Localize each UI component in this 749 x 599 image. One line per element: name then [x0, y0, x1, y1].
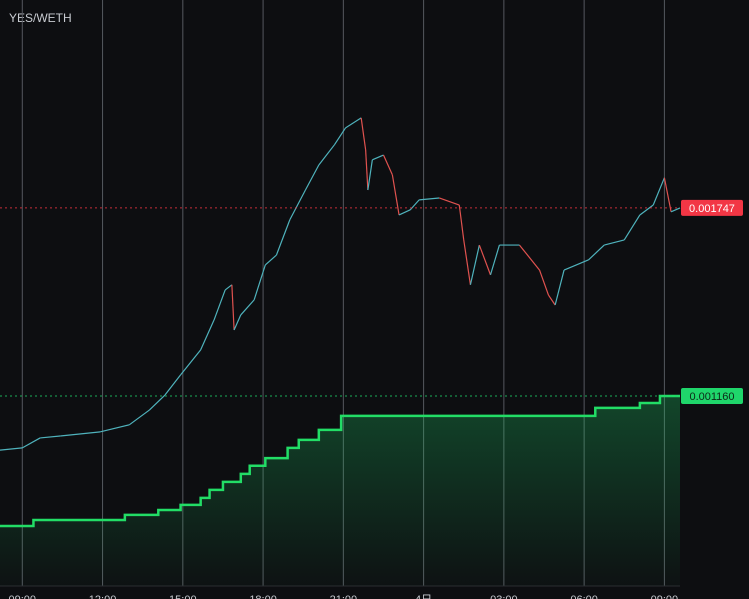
price-segment [128, 409, 150, 426]
price-segment [22, 437, 41, 449]
price-segment [419, 197, 440, 201]
last-value-text: 0.001160 [689, 391, 734, 403]
price-segment [391, 174, 400, 216]
x-tick-label: 12:00 [89, 594, 117, 599]
last-value-text: 0.001747 [689, 203, 735, 215]
price-segment [563, 259, 589, 271]
price-segment [231, 284, 235, 331]
step-area-fill [0, 395, 680, 586]
price-segment [360, 117, 367, 151]
price-segment [469, 244, 480, 285]
chart-title: YES/WETH [9, 11, 72, 25]
price-segment [275, 219, 291, 256]
price-segment [333, 127, 347, 146]
price-segment [623, 214, 641, 241]
price-segment [489, 244, 500, 276]
price-segment [253, 264, 266, 301]
price-segment [398, 209, 411, 216]
price-segment [213, 289, 226, 321]
price-segment [318, 144, 335, 166]
step-area [0, 394, 680, 586]
price-segment [224, 284, 233, 291]
price-segment [365, 149, 369, 191]
price-segment [60, 431, 101, 437]
price-segment [240, 299, 255, 316]
price-segment [652, 177, 665, 206]
price-segment [588, 244, 605, 261]
last-value-badge [681, 387, 743, 404]
x-tick-label: 06:00 [570, 594, 598, 599]
price-segment [233, 314, 242, 331]
price-segment [0, 447, 23, 451]
x-tick-label: 09:00 [651, 594, 679, 599]
price-labels: 0.001747 0.001160 [0, 199, 743, 404]
x-tick-label: 03:00 [490, 594, 518, 599]
price-segment [200, 319, 215, 351]
price-segment [547, 294, 556, 306]
price-segment [439, 197, 460, 206]
price-segment [40, 435, 61, 439]
x-tick-label: 15:00 [169, 594, 197, 599]
price-segment [345, 117, 362, 129]
price-segment [670, 207, 681, 213]
price-segment [289, 189, 306, 221]
price-segment [304, 164, 320, 191]
price-segment [264, 254, 277, 266]
price-segment [663, 177, 672, 212]
price-segment [148, 394, 166, 411]
price-segment [372, 154, 384, 161]
x-tick-label: 4日 [415, 594, 432, 599]
x-tick-label: 18:00 [249, 594, 277, 599]
price-segment [382, 154, 393, 176]
step-line [0, 394, 680, 528]
price-segment [164, 374, 182, 396]
last-value-badge [681, 199, 743, 216]
price-segment [100, 424, 130, 433]
price-segment [538, 269, 550, 296]
price-segment [554, 269, 565, 306]
x-tick-label: 09:00 [9, 594, 37, 599]
x-axis: 09:00 12:00 15:00 18:00 21:00 4日 03:00 06:00 09:… [9, 594, 679, 599]
x-tick-label: 21:00 [330, 594, 358, 599]
price-line [0, 117, 681, 451]
price-segment [180, 349, 202, 376]
price-segment [463, 239, 472, 285]
price-segment [639, 204, 654, 216]
price-segment [519, 244, 541, 271]
price-segment [367, 159, 373, 191]
price-segment [458, 204, 465, 241]
price-segment [478, 244, 492, 276]
price-segment [604, 239, 625, 246]
